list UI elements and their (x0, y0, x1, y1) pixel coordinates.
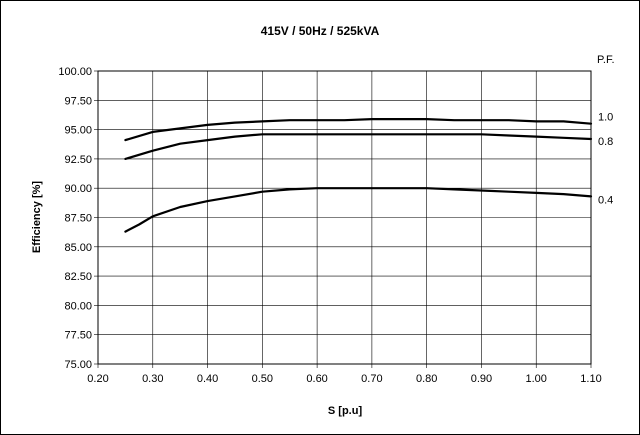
legend-title: P.F. (597, 54, 615, 66)
chart-title: 415V / 50Hz / 525kVA (261, 24, 380, 38)
x-tick-label: 0.60 (306, 373, 327, 385)
y-tick-label: 87.50 (64, 213, 92, 225)
plot-area (94, 70, 593, 368)
x-tick-label: 1.00 (526, 373, 547, 385)
y-tick-label: 92.50 (64, 154, 92, 166)
x-tick-labels: 0.20 0.30 0.40 0.50 0.60 0.70 0.80 0.90 1.00 1.10 (87, 373, 601, 385)
y-tick-label: 100.00 (58, 66, 92, 78)
y-axis-title: Efficiency [%] (31, 181, 43, 253)
y-tick-label: 80.00 (64, 300, 92, 312)
series-lines (124, 117, 593, 233)
y-tick-label: 82.50 (64, 271, 92, 283)
series-label-pf-1-0: 1.0 (598, 112, 613, 124)
y-tick-label: 75.00 (64, 359, 92, 371)
x-tick-label: 1.10 (580, 373, 601, 385)
x-tick-label: 0.90 (471, 373, 492, 385)
y-tick-label: 77.50 (64, 330, 92, 342)
series-line-pf-0-4 (124, 187, 593, 233)
y-tick-label: 95.00 (64, 125, 92, 137)
plot-border (97, 70, 592, 365)
y-tick-label: 85.00 (64, 242, 92, 254)
x-tick-label: 0.70 (361, 373, 382, 385)
x-tick-label: 0.30 (142, 373, 163, 385)
series-label-pf-0-4: 0.4 (598, 194, 613, 206)
x-tick-label: 0.40 (197, 373, 218, 385)
x-tick-label: 0.20 (87, 373, 108, 385)
x-tick-label: 0.50 (252, 373, 273, 385)
series-labels: 1.0 0.8 0.4 (598, 112, 613, 207)
series-line-pf-1-0 (124, 117, 593, 142)
series-label-pf-0-8: 0.8 (598, 136, 613, 148)
series-line-pf-0-8 (124, 133, 593, 160)
x-axis-title: S [p.u] (328, 405, 363, 417)
y-tick-label: 97.50 (64, 95, 92, 107)
x-tick-label: 0.80 (416, 373, 437, 385)
y-tick-labels: 75.00 77.50 80.00 82.50 85.00 87.50 90.00 92.50… (58, 66, 92, 371)
y-tick-label: 90.00 (64, 183, 92, 195)
